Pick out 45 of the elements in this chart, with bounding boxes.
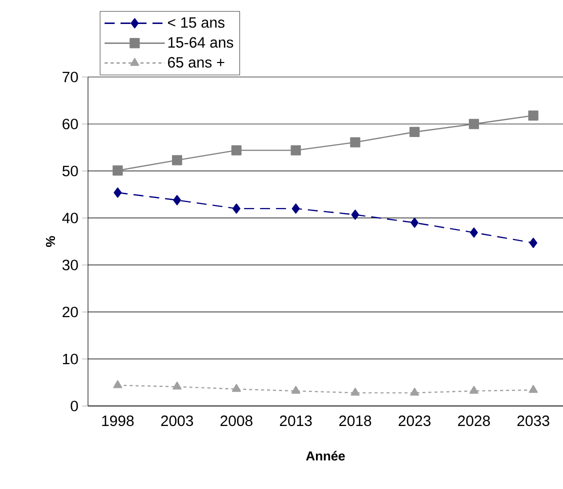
point — [173, 195, 182, 206]
point — [528, 384, 538, 393]
x-tick-label: 2018 — [339, 416, 372, 426]
x-axis-title: Année — [306, 450, 345, 461]
point — [410, 388, 420, 396]
y-tick-label: 50 — [62, 166, 78, 176]
point — [469, 386, 478, 394]
y-tick-label: 20 — [62, 306, 78, 318]
y-tick-label: 60 — [62, 118, 78, 130]
point — [468, 118, 480, 130]
point — [350, 388, 360, 396]
point — [410, 218, 419, 228]
x-tick-label: 2013 — [280, 416, 312, 426]
point — [529, 238, 538, 248]
point — [291, 386, 300, 394]
point — [292, 204, 300, 214]
point — [351, 210, 360, 220]
point — [231, 145, 242, 156]
point — [528, 110, 538, 121]
x-tick-label: 2003 — [161, 416, 194, 426]
point — [113, 380, 122, 388]
legend-label: 15-64 ans — [168, 37, 234, 48]
point — [232, 204, 240, 214]
y-axis-title: % — [46, 236, 56, 247]
point — [409, 126, 420, 138]
point — [232, 384, 241, 392]
x-tick-label: 2033 — [517, 416, 550, 426]
point — [172, 382, 182, 390]
y-tick-label: 0 — [70, 400, 78, 412]
y-tick-label: 10 — [63, 354, 78, 364]
y-tick-label: 70 — [62, 72, 78, 82]
point — [290, 145, 301, 156]
point — [470, 227, 478, 238]
legend-label: < 15 ans — [168, 17, 224, 28]
point — [350, 137, 360, 148]
x-tick-label: 2028 — [458, 416, 490, 426]
point — [172, 155, 182, 166]
point — [112, 165, 123, 176]
x-tick-label: 2023 — [398, 416, 431, 426]
y-tick-label: 40 — [62, 212, 78, 224]
x-tick-label: 2008 — [220, 416, 252, 426]
point — [114, 188, 122, 198]
y-tick-label: 30 — [62, 260, 78, 270]
x-tick-label: 1998 — [102, 416, 134, 426]
legend-label: 65 ans + — [168, 57, 224, 68]
